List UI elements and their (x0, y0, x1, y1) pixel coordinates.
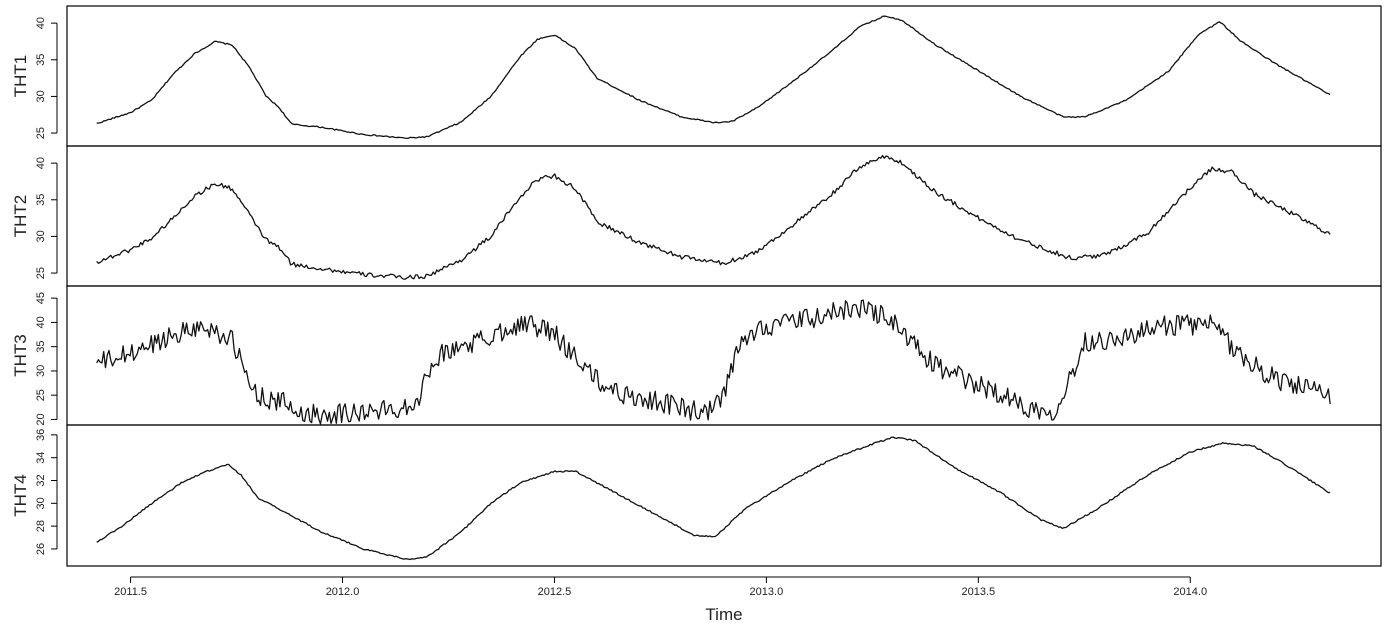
y-tick-label-tht3: 35 (35, 341, 47, 353)
y-tick-label-tht4: 30 (35, 497, 47, 509)
x-tick-label: 2012.5 (538, 586, 572, 598)
panel-frame-tht2 (66, 145, 1382, 287)
y-tick-label-tht1: 25 (35, 127, 47, 139)
x-tick-label: 2013.0 (750, 586, 784, 598)
panel-tht1: THT1 25 30 35 40 (11, 5, 1382, 147)
y-tick-label-tht1: 40 (35, 17, 47, 29)
x-axis: 2011.5 2012.0 2012.5 2013.0 2013.5 2014.0 (114, 576, 1207, 598)
x-axis-title: Time (705, 605, 742, 624)
series-line-tht2 (96, 154, 1331, 280)
x-tick-label: 2012.0 (326, 586, 360, 598)
x-tick-label: 2014.0 (1173, 586, 1207, 598)
y-tick-label-tht2: 40 (35, 157, 47, 169)
y-axis-label-tht3: THT3 (11, 334, 30, 377)
chart-panels: THT1 25 30 35 40 THT2 25 30 35 40 THT3 20 25 30 35 40 45… (11, 5, 1382, 567)
series-line-tht4 (96, 436, 1331, 561)
y-tick-label-tht2: 30 (35, 230, 47, 242)
y-axis-label-tht1: THT1 (11, 55, 30, 98)
y-tick-label-tht4: 34 (35, 452, 47, 464)
y-tick-label-tht3: 20 (35, 413, 47, 425)
y-tick-label-tht3: 25 (35, 389, 47, 401)
y-tick-label-tht3: 45 (35, 292, 47, 304)
y-tick-label-tht4: 36 (35, 429, 47, 441)
y-axis-label-tht2: THT2 (11, 195, 30, 238)
x-tick-label: 2011.5 (114, 586, 147, 598)
panel-tht3: THT3 20 25 30 35 40 45 (11, 285, 1382, 426)
panel-frame-tht3 (66, 285, 1382, 426)
y-tick-label-tht3: 30 (35, 365, 47, 377)
x-tick-label: 2013.5 (961, 586, 995, 598)
panel-frame-tht4 (66, 424, 1382, 567)
y-tick-label-tht1: 30 (35, 90, 47, 102)
y-tick-label-tht4: 28 (35, 520, 47, 532)
y-tick-label-tht4: 32 (35, 474, 47, 486)
y-axis-label-tht4: THT4 (11, 474, 30, 517)
series-line-tht3 (96, 299, 1331, 425)
y-tick-label-tht2: 35 (35, 194, 47, 206)
y-tick-label-tht1: 35 (35, 54, 47, 66)
y-tick-label-tht4: 26 (35, 543, 47, 555)
panel-tht4: THT4 26 28 30 32 34 36 (11, 424, 1382, 567)
y-tick-label-tht3: 40 (35, 316, 47, 328)
y-tick-label-tht2: 25 (35, 267, 47, 279)
panel-frame-tht1 (66, 5, 1382, 147)
series-line-tht1 (96, 15, 1331, 140)
panel-tht2: THT2 25 30 35 40 (11, 145, 1382, 287)
